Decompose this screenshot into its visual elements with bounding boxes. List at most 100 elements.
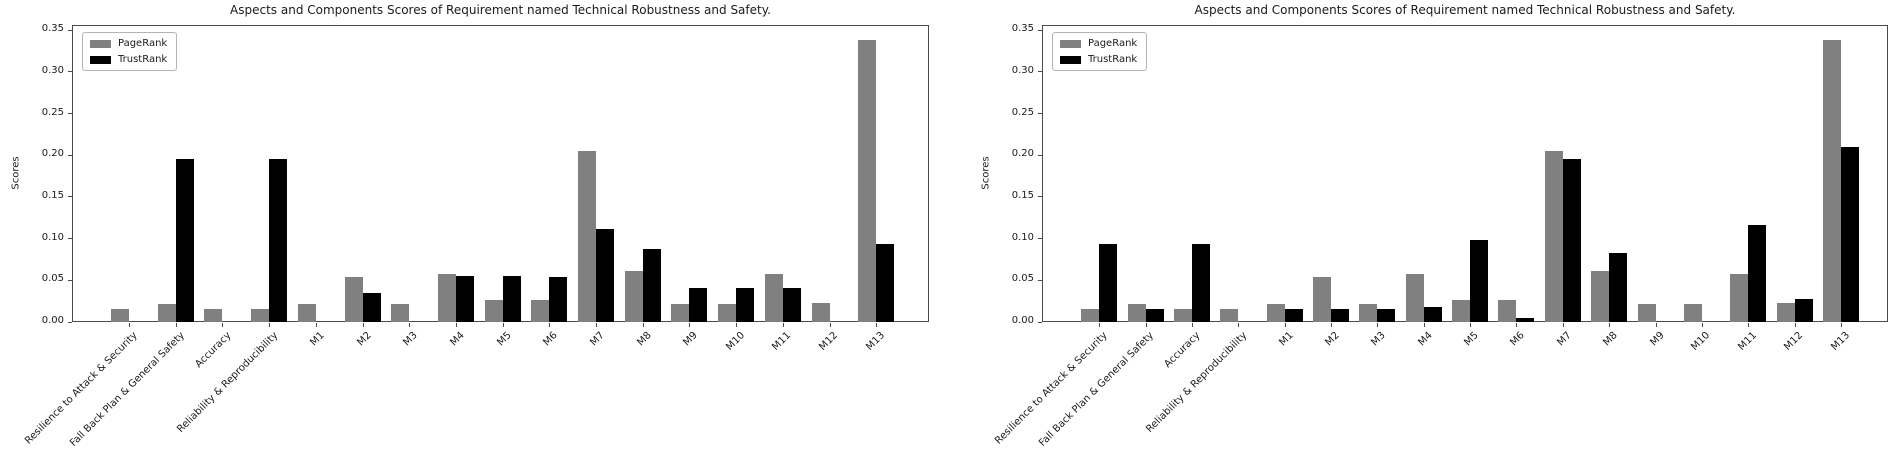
- x-tick-mark: [1145, 323, 1147, 327]
- y-tick-mark: [68, 113, 72, 115]
- x-tick-mark: [689, 323, 691, 327]
- x-tick-mark: [1748, 323, 1750, 327]
- bar-pagerank-m4: [1405, 274, 1424, 322]
- x-tick-mark: [1099, 323, 1101, 327]
- bar-pagerank-m6: [531, 300, 550, 322]
- bar-pagerank-m7: [578, 151, 596, 322]
- legend: PageRank TrustRank: [82, 32, 178, 71]
- x-tick-mark: [502, 323, 504, 327]
- y-tick-label: 0.30: [1011, 64, 1034, 76]
- bar-pagerank-m4: [437, 274, 456, 322]
- bar-trustrank-m5: [1470, 240, 1489, 322]
- x-tick-mark: [315, 323, 317, 327]
- x-tick-label-accuracy: Accuracy: [1162, 330, 1203, 371]
- bar-pagerank-m12: [811, 303, 830, 322]
- x-tick-label-m11: M11: [1736, 330, 1759, 353]
- bar-pagerank-m5: [1452, 300, 1471, 322]
- bar-pagerank-m10: [718, 304, 737, 322]
- bar-trustrank-m12: [1794, 299, 1813, 322]
- bar-pagerank-m11: [764, 274, 783, 322]
- x-tick-label-m4: M4: [1416, 330, 1435, 349]
- y-tick-label: 0.00: [1011, 315, 1034, 326]
- bar-trustrank-m11: [782, 288, 801, 322]
- x-tick-label-m12: M12: [1782, 330, 1806, 353]
- x-tick-mark: [269, 323, 271, 327]
- y-tick-label: 0.10: [41, 231, 64, 243]
- y-tick-label: 0.30: [41, 64, 64, 76]
- bar-trustrank-accuracy: [1192, 244, 1210, 322]
- y-tick-label: 0.15: [41, 189, 64, 201]
- x-tick-mark: [1284, 323, 1286, 327]
- bar-pagerank-m8: [1591, 271, 1610, 322]
- legend-label-pagerank: PageRank: [118, 38, 168, 49]
- bar-trustrank-m2: [1331, 309, 1350, 322]
- x-tick-mark: [1609, 323, 1611, 327]
- x-tick-mark: [409, 323, 411, 327]
- x-tick-label-m3: M3: [1369, 330, 1389, 349]
- bar-trustrank-m13: [876, 244, 895, 322]
- chart-title: Aspects and Components Scores of Require…: [1194, 3, 1736, 17]
- y-tick-label: 0.15: [1011, 189, 1034, 201]
- y-tick-mark: [68, 29, 72, 31]
- bar-pagerank-m11: [1730, 274, 1749, 322]
- y-tick-label: 0.10: [1011, 231, 1034, 243]
- legend-item-pagerank: PageRank: [1060, 38, 1137, 49]
- bar-pagerank-accuracy: [204, 309, 223, 322]
- y-tick-label: 0.35: [41, 23, 64, 35]
- bar-pagerank-m13: [858, 40, 877, 322]
- y-tick-mark: [68, 238, 72, 240]
- bar-trustrank-m13: [1840, 147, 1859, 322]
- x-tick-mark: [596, 323, 597, 327]
- x-tick-mark: [876, 323, 878, 327]
- legend-item-trustrank: TrustRank: [90, 54, 167, 65]
- x-tick-label-m5: M5: [1462, 330, 1481, 349]
- trustrank-swatch: [90, 55, 111, 64]
- pagerank-swatch: [1060, 39, 1081, 48]
- bar-pagerank-m8: [624, 271, 643, 322]
- x-tick-mark: [1331, 323, 1333, 327]
- bar-trustrank-fall-back-plan-general-safety: [1145, 309, 1164, 322]
- bar-pagerank-m10: [1683, 304, 1702, 322]
- bar-pagerank-m9: [671, 304, 690, 322]
- bar-trustrank-fall-back-plan-general-safety: [175, 159, 194, 322]
- bar-pagerank-resilience-to-attack-security: [111, 309, 129, 322]
- bar-pagerank-m2: [1313, 277, 1332, 322]
- y-tick-mark: [1038, 29, 1042, 31]
- trustrank-swatch: [1060, 55, 1081, 64]
- bar-pagerank-m3: [1359, 304, 1378, 322]
- y-tick-mark: [1038, 321, 1042, 323]
- y-tick-label: 0.25: [41, 106, 64, 118]
- y-tick-label: 0.05: [41, 273, 64, 285]
- x-tick-mark: [455, 323, 457, 327]
- plot-area: [1042, 25, 1888, 322]
- bar-trustrank-m6: [1516, 318, 1535, 322]
- bar-trustrank-m7: [1562, 159, 1581, 322]
- bar-pagerank-m9: [1637, 304, 1656, 322]
- y-tick-mark: [1038, 196, 1042, 198]
- legend-label-trustrank: TrustRank: [1088, 54, 1138, 65]
- x-tick-mark: [736, 323, 738, 327]
- x-tick-mark: [1794, 323, 1796, 327]
- bar-trustrank-m9: [689, 288, 708, 322]
- x-tick-label-m13: M13: [1828, 330, 1852, 353]
- bar-trustrank-m5: [502, 276, 521, 322]
- bar-trustrank-reliability-reproducibility: [269, 159, 288, 322]
- y-tick-mark: [1038, 113, 1042, 115]
- bar-pagerank-fall-back-plan-general-safety: [1127, 304, 1146, 322]
- bar-pagerank-reliability-reproducibility: [1220, 309, 1239, 322]
- bar-trustrank-m7: [596, 229, 614, 322]
- bar-trustrank-m8: [1609, 253, 1628, 322]
- x-tick-label-m10: M10: [1689, 330, 1713, 353]
- bar-pagerank-m1: [297, 304, 316, 322]
- x-tick-mark: [1562, 323, 1564, 327]
- bar-pagerank-resilience-to-attack-security: [1081, 309, 1100, 322]
- x-tick-label-m6: M6: [1508, 330, 1528, 349]
- x-tick-mark: [1701, 323, 1703, 327]
- bar-pagerank-m6: [1498, 300, 1517, 322]
- y-tick-label: 0.20: [41, 148, 64, 160]
- x-tick-mark: [129, 323, 130, 327]
- x-tick-mark: [642, 323, 644, 327]
- bar-pagerank-m3: [391, 304, 410, 322]
